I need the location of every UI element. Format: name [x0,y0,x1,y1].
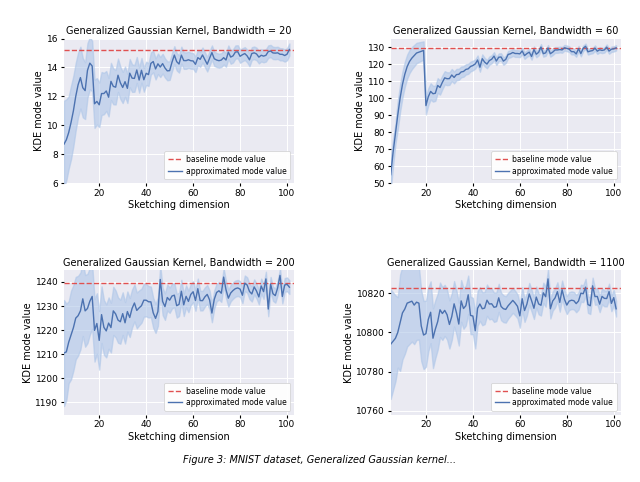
Line: approximated mode value: approximated mode value [390,279,616,344]
approximated mode value [276,272,284,278]
Y-axis label: KDE mode value: KDE mode value [34,70,44,151]
approximated mode value [582,43,589,49]
approximated mode value [403,64,411,69]
approximated mode value [60,141,68,147]
approximated mode value [516,51,524,57]
X-axis label: Sketching dimension: Sketching dimension [455,432,557,442]
Legend: baseline mode value, approximated mode value: baseline mode value, approximated mode v… [164,151,291,179]
approximated mode value [189,58,197,64]
Title: Generalized Gaussian Kernel, Bandwidth = 20: Generalized Gaussian Kernel, Bandwidth =… [67,27,292,37]
approximated mode value [60,350,68,356]
Legend: baseline mode value, approximated mode value: baseline mode value, approximated mode v… [164,383,291,411]
baseline mode value [378,45,385,51]
Legend: baseline mode value, approximated mode value: baseline mode value, approximated mode v… [491,383,617,411]
approximated mode value [77,75,84,80]
approximated mode value [285,47,293,53]
approximated mode value [173,303,180,308]
baseline mode value [49,47,56,53]
Line: approximated mode value: approximated mode value [390,46,616,174]
Title: Generalized Gaussian Kernel, Bandwidth = 60: Generalized Gaussian Kernel, Bandwidth =… [393,27,618,37]
baseline mode value [378,286,385,292]
approximated mode value [173,59,180,65]
approximated mode value [561,45,568,51]
X-axis label: Sketching dimension: Sketching dimension [455,201,557,211]
approximated mode value [387,172,394,177]
approximated mode value [234,285,241,291]
approximated mode value [394,330,402,335]
approximated mode value [500,306,508,311]
baseline mode value [51,281,58,286]
approximated mode value [403,300,411,306]
approximated mode value [394,112,402,118]
approximated mode value [234,49,241,54]
Line: approximated mode value: approximated mode value [64,50,289,144]
approximated mode value [67,332,75,338]
approximated mode value [67,120,75,125]
approximated mode value [119,84,127,90]
approximated mode value [387,341,394,347]
Title: Generalized Gaussian Kernel, Bandwidth = 1100: Generalized Gaussian Kernel, Bandwidth =… [387,258,625,268]
approximated mode value [544,276,552,282]
X-axis label: Sketching dimension: Sketching dimension [128,432,230,442]
Title: Generalized Gaussian Kernel, Bandwidth = 200: Generalized Gaussian Kernel, Bandwidth =… [63,258,295,268]
Line: approximated mode value: approximated mode value [64,275,289,353]
baseline mode value [375,286,383,292]
Text: Figure 3: MNIST dataset, Generalized Gaussian kernel...: Figure 3: MNIST dataset, Generalized Gau… [184,455,456,465]
approximated mode value [612,45,620,51]
Y-axis label: KDE mode value: KDE mode value [355,70,365,151]
X-axis label: Sketching dimension: Sketching dimension [128,201,230,211]
approximated mode value [500,58,508,64]
approximated mode value [445,76,453,81]
approximated mode value [119,311,127,317]
approximated mode value [77,308,84,314]
approximated mode value [285,284,293,290]
approximated mode value [516,313,524,319]
baseline mode value [51,47,58,53]
approximated mode value [563,302,571,308]
approximated mode value [445,321,453,327]
baseline mode value [49,281,56,286]
baseline mode value [375,45,383,51]
approximated mode value [612,306,620,312]
Y-axis label: KDE mode value: KDE mode value [344,302,354,383]
Legend: baseline mode value, approximated mode value: baseline mode value, approximated mode v… [491,151,617,179]
Y-axis label: KDE mode value: KDE mode value [22,302,33,383]
approximated mode value [189,289,197,295]
